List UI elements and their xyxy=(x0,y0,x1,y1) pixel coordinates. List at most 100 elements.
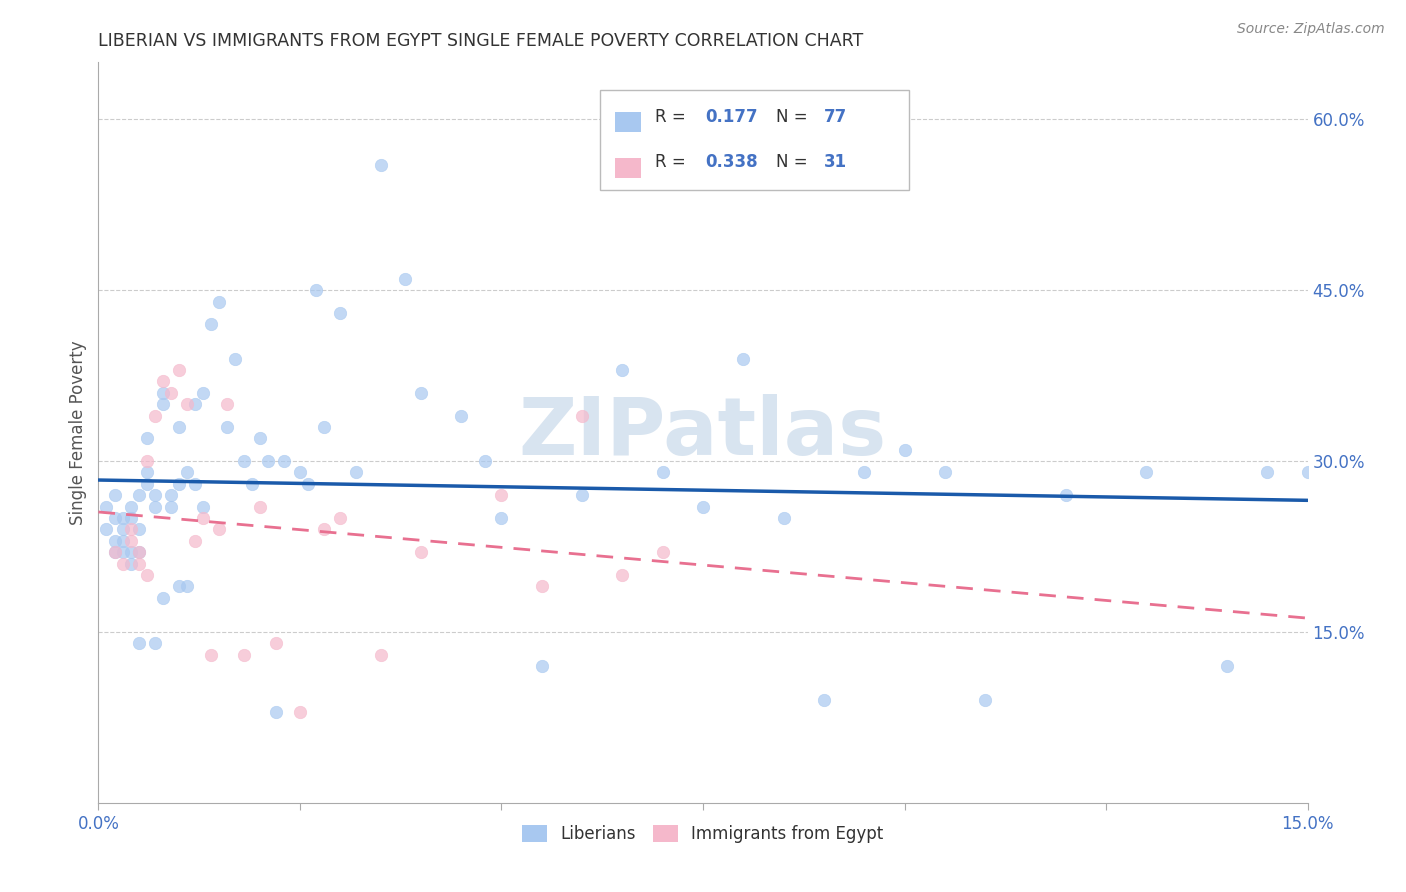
Point xyxy=(143,488,166,502)
Point xyxy=(128,557,150,571)
Point xyxy=(297,476,319,491)
Point xyxy=(651,466,673,480)
Point xyxy=(184,397,207,411)
Point xyxy=(120,533,142,548)
Text: 0.338: 0.338 xyxy=(706,153,758,170)
Text: ZIPatlas: ZIPatlas xyxy=(519,393,887,472)
Bar xyxy=(614,112,641,132)
Point xyxy=(135,466,157,480)
Point xyxy=(111,533,134,548)
Point xyxy=(128,636,150,650)
Point xyxy=(344,466,367,480)
Point xyxy=(167,363,190,377)
Point xyxy=(96,523,118,537)
Point xyxy=(160,488,183,502)
Point xyxy=(974,693,997,707)
Text: LIBERIAN VS IMMIGRANTS FROM EGYPT SINGLE FEMALE POVERTY CORRELATION CHART: LIBERIAN VS IMMIGRANTS FROM EGYPT SINGLE… xyxy=(98,32,863,50)
Point xyxy=(264,705,287,719)
Point xyxy=(1296,466,1319,480)
Point xyxy=(409,545,432,559)
Point xyxy=(200,648,222,662)
Point xyxy=(167,420,190,434)
Point xyxy=(240,476,263,491)
Point xyxy=(450,409,472,423)
Point xyxy=(733,351,755,366)
Point xyxy=(193,511,215,525)
Point xyxy=(491,488,513,502)
Point xyxy=(1135,466,1157,480)
Point xyxy=(394,272,416,286)
Point xyxy=(135,431,157,445)
Point xyxy=(176,397,198,411)
Point xyxy=(135,454,157,468)
Point xyxy=(120,500,142,514)
Point xyxy=(474,454,496,468)
Point xyxy=(167,476,190,491)
Bar xyxy=(614,158,641,178)
Point xyxy=(193,500,215,514)
Point xyxy=(813,693,835,707)
Point xyxy=(120,557,142,571)
Point xyxy=(1054,488,1077,502)
Point xyxy=(143,409,166,423)
Point xyxy=(249,431,271,445)
Text: N =: N = xyxy=(776,108,813,126)
Text: 31: 31 xyxy=(824,153,846,170)
Point xyxy=(530,579,553,593)
Point xyxy=(329,511,352,525)
Point xyxy=(128,545,150,559)
Point xyxy=(1216,659,1239,673)
Text: 77: 77 xyxy=(824,108,848,126)
Point xyxy=(111,557,134,571)
FancyBboxPatch shape xyxy=(600,90,908,190)
Point xyxy=(934,466,956,480)
Point xyxy=(370,158,392,172)
Point xyxy=(256,454,278,468)
Text: 0.177: 0.177 xyxy=(706,108,758,126)
Point xyxy=(152,591,174,605)
Point xyxy=(103,545,125,559)
Point xyxy=(288,705,311,719)
Point xyxy=(288,466,311,480)
Point xyxy=(224,351,246,366)
Point xyxy=(612,568,634,582)
Point xyxy=(152,375,174,389)
Y-axis label: Single Female Poverty: Single Female Poverty xyxy=(69,341,87,524)
Point xyxy=(135,568,157,582)
Point xyxy=(530,659,553,673)
Legend: Liberians, Immigrants from Egypt: Liberians, Immigrants from Egypt xyxy=(516,819,890,850)
Point xyxy=(128,545,150,559)
Point xyxy=(103,545,125,559)
Point xyxy=(208,523,231,537)
Text: N =: N = xyxy=(776,153,813,170)
Point xyxy=(111,545,134,559)
Point xyxy=(1256,466,1278,480)
Text: R =: R = xyxy=(655,153,690,170)
Point xyxy=(135,476,157,491)
Point xyxy=(612,363,634,377)
Point xyxy=(128,523,150,537)
Point xyxy=(232,454,254,468)
Point xyxy=(103,533,125,548)
Point xyxy=(853,466,876,480)
Point xyxy=(305,283,328,297)
Point xyxy=(193,385,215,400)
Point xyxy=(571,409,593,423)
Text: Source: ZipAtlas.com: Source: ZipAtlas.com xyxy=(1237,22,1385,37)
Point xyxy=(152,397,174,411)
Point xyxy=(409,385,432,400)
Point xyxy=(329,306,352,320)
Point xyxy=(111,523,134,537)
Point xyxy=(217,420,239,434)
Point xyxy=(264,636,287,650)
Point xyxy=(208,294,231,309)
Point xyxy=(120,511,142,525)
Point xyxy=(571,488,593,502)
Point xyxy=(232,648,254,662)
Point xyxy=(184,533,207,548)
Point xyxy=(184,476,207,491)
Point xyxy=(692,500,714,514)
Point xyxy=(772,511,794,525)
Point xyxy=(103,488,125,502)
Point xyxy=(314,420,336,434)
